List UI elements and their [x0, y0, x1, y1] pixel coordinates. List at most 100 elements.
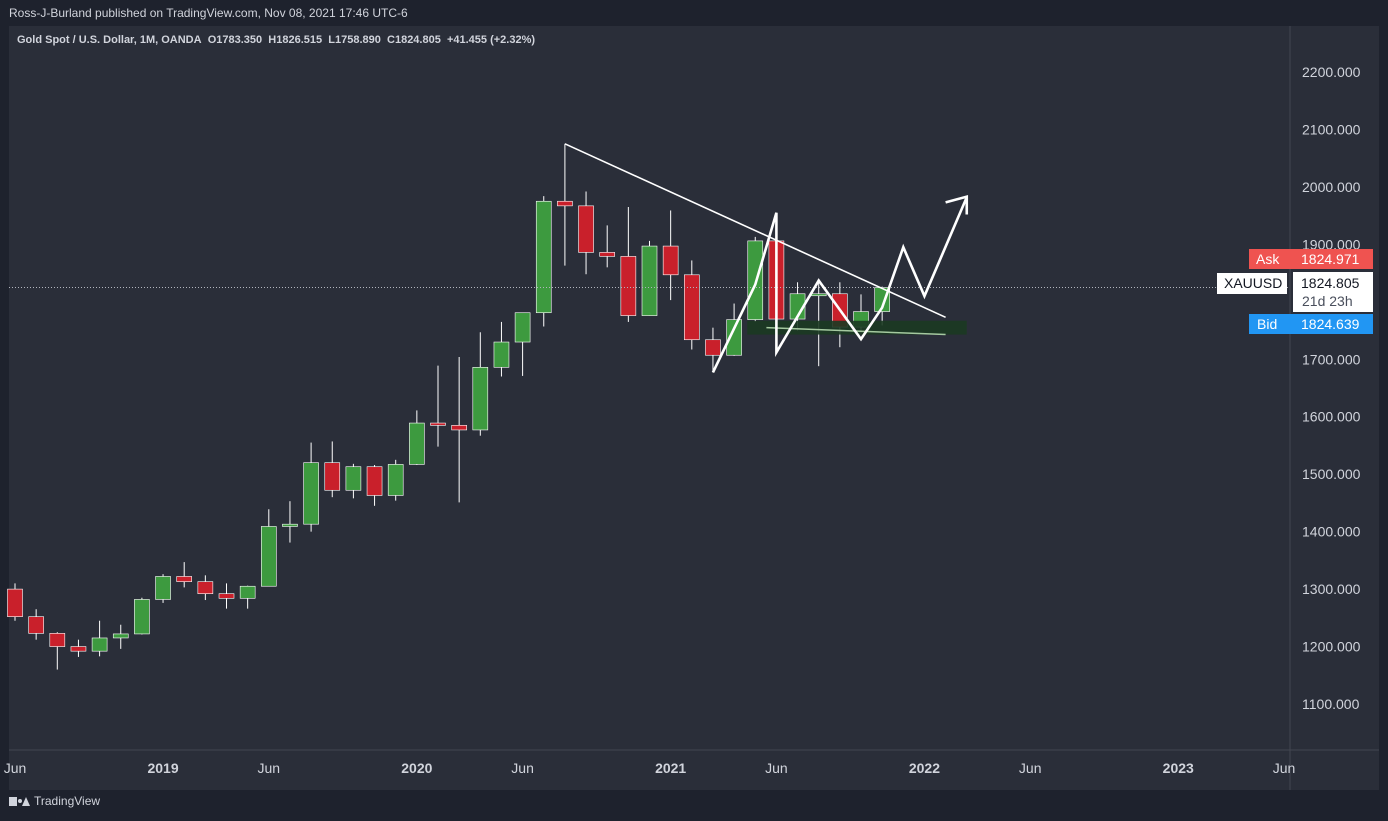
- tradingview-logo-icon: [9, 795, 30, 807]
- candle-body: [366, 466, 383, 496]
- candle[interactable]: [260, 509, 277, 587]
- candle[interactable]: [176, 562, 192, 588]
- change-value: +41.455 (+2.32%): [446, 34, 536, 46]
- ask-value-box: [1293, 249, 1373, 269]
- candle[interactable]: [747, 236, 764, 322]
- symbol-label-box: [1217, 273, 1287, 294]
- candle-body: [705, 339, 721, 356]
- candle[interactable]: [578, 191, 594, 275]
- candle-body: [514, 312, 531, 343]
- candle[interactable]: [197, 575, 214, 601]
- candle-body: [387, 464, 404, 496]
- candle-body: [430, 422, 446, 426]
- y-tick-label: 2200.000: [1302, 64, 1361, 80]
- publisher-line: Ross-J-Burland published on TradingView.…: [9, 6, 408, 20]
- candle-body: [282, 523, 298, 527]
- candle[interactable]: [366, 464, 383, 506]
- candle[interactable]: [282, 501, 298, 543]
- chart-frame[interactable]: [9, 26, 1379, 790]
- candle[interactable]: [303, 442, 319, 532]
- candle-body: [218, 593, 235, 599]
- high-value: 1826.515: [276, 34, 323, 46]
- candle[interactable]: [218, 583, 235, 609]
- low-label: L: [328, 34, 335, 46]
- candle[interactable]: [662, 210, 679, 301]
- y-tick-label: 1500.000: [1302, 466, 1361, 482]
- bid-label: Bid: [1257, 316, 1277, 332]
- candle[interactable]: [324, 441, 341, 498]
- candle-body: [324, 462, 341, 491]
- candle[interactable]: [430, 365, 446, 447]
- bid-value-box: [1293, 314, 1373, 334]
- candle-body: [557, 200, 573, 207]
- candle-body: [620, 256, 637, 316]
- y-tick-label: 1400.000: [1302, 524, 1361, 540]
- candle[interactable]: [493, 321, 510, 377]
- candle[interactable]: [832, 282, 848, 348]
- projection-path[interactable]: [711, 196, 968, 374]
- candle[interactable]: [535, 196, 552, 327]
- candle[interactable]: [705, 327, 721, 373]
- candle-body: [662, 245, 679, 276]
- y-tick-label: 1600.000: [1302, 409, 1361, 425]
- candle[interactable]: [599, 225, 616, 268]
- candle-body: [197, 581, 214, 595]
- x-tick-label: 2023: [1163, 760, 1194, 776]
- y-tick-label: 1100.000: [1302, 696, 1360, 712]
- candle[interactable]: [70, 639, 87, 657]
- candle-body: [155, 576, 171, 600]
- candle[interactable]: [683, 260, 700, 350]
- candle[interactable]: [155, 574, 171, 603]
- x-tick-label: Jun: [258, 760, 281, 776]
- candle[interactable]: [387, 459, 404, 501]
- candle[interactable]: [91, 620, 108, 657]
- open-label: O: [207, 34, 217, 46]
- candle-body: [451, 425, 467, 431]
- x-tick-label: Jun: [511, 760, 534, 776]
- y-tick-label: 1200.000: [1302, 639, 1361, 655]
- candle-body: [70, 646, 87, 652]
- candle[interactable]: [49, 632, 66, 670]
- candle[interactable]: [451, 356, 467, 503]
- candle-body: [578, 205, 594, 253]
- candle-body: [49, 633, 66, 647]
- candle[interactable]: [345, 463, 362, 499]
- y-tick-label: 1900.000: [1302, 236, 1361, 252]
- ask-value: 1824.971: [1301, 251, 1360, 267]
- candle-body: [260, 526, 277, 587]
- candle-body: [345, 466, 362, 491]
- downtrend-line[interactable]: [564, 143, 946, 319]
- x-tick-label: Jun: [765, 760, 788, 776]
- bid-value: 1824.639: [1301, 316, 1360, 332]
- y-tick-label: 2000.000: [1302, 179, 1361, 195]
- y-tick-label: 2100.000: [1302, 121, 1361, 137]
- candle[interactable]: [514, 312, 531, 376]
- candle[interactable]: [134, 597, 150, 635]
- candle[interactable]: [112, 624, 129, 649]
- candle[interactable]: [472, 332, 489, 436]
- candle[interactable]: [7, 583, 23, 621]
- candle[interactable]: [620, 207, 637, 322]
- candle-body: [7, 588, 23, 617]
- brand-name[interactable]: TradingView: [34, 794, 101, 808]
- y-tick-label: 1300.000: [1302, 581, 1361, 597]
- candle[interactable]: [557, 143, 573, 266]
- candle[interactable]: [641, 240, 658, 316]
- symbol-title: Gold Spot / U.S. Dollar, 1M, OANDA: [17, 34, 202, 46]
- support-zone[interactable]: [747, 320, 967, 335]
- ask-label-box: [1249, 249, 1293, 269]
- candle-body: [683, 274, 700, 341]
- candle[interactable]: [409, 410, 425, 465]
- candle-body: [28, 616, 44, 634]
- candle-body: [641, 245, 658, 316]
- candle-body: [134, 599, 150, 635]
- candle[interactable]: [28, 609, 44, 640]
- x-tick-label: 2019: [147, 760, 178, 776]
- x-tick-label: Jun: [4, 760, 27, 776]
- high-label: H: [268, 34, 277, 46]
- footer: TradingView: [9, 794, 100, 808]
- candle-body: [535, 200, 552, 314]
- low-value: 1758.890: [334, 34, 381, 46]
- candle[interactable]: [239, 585, 256, 609]
